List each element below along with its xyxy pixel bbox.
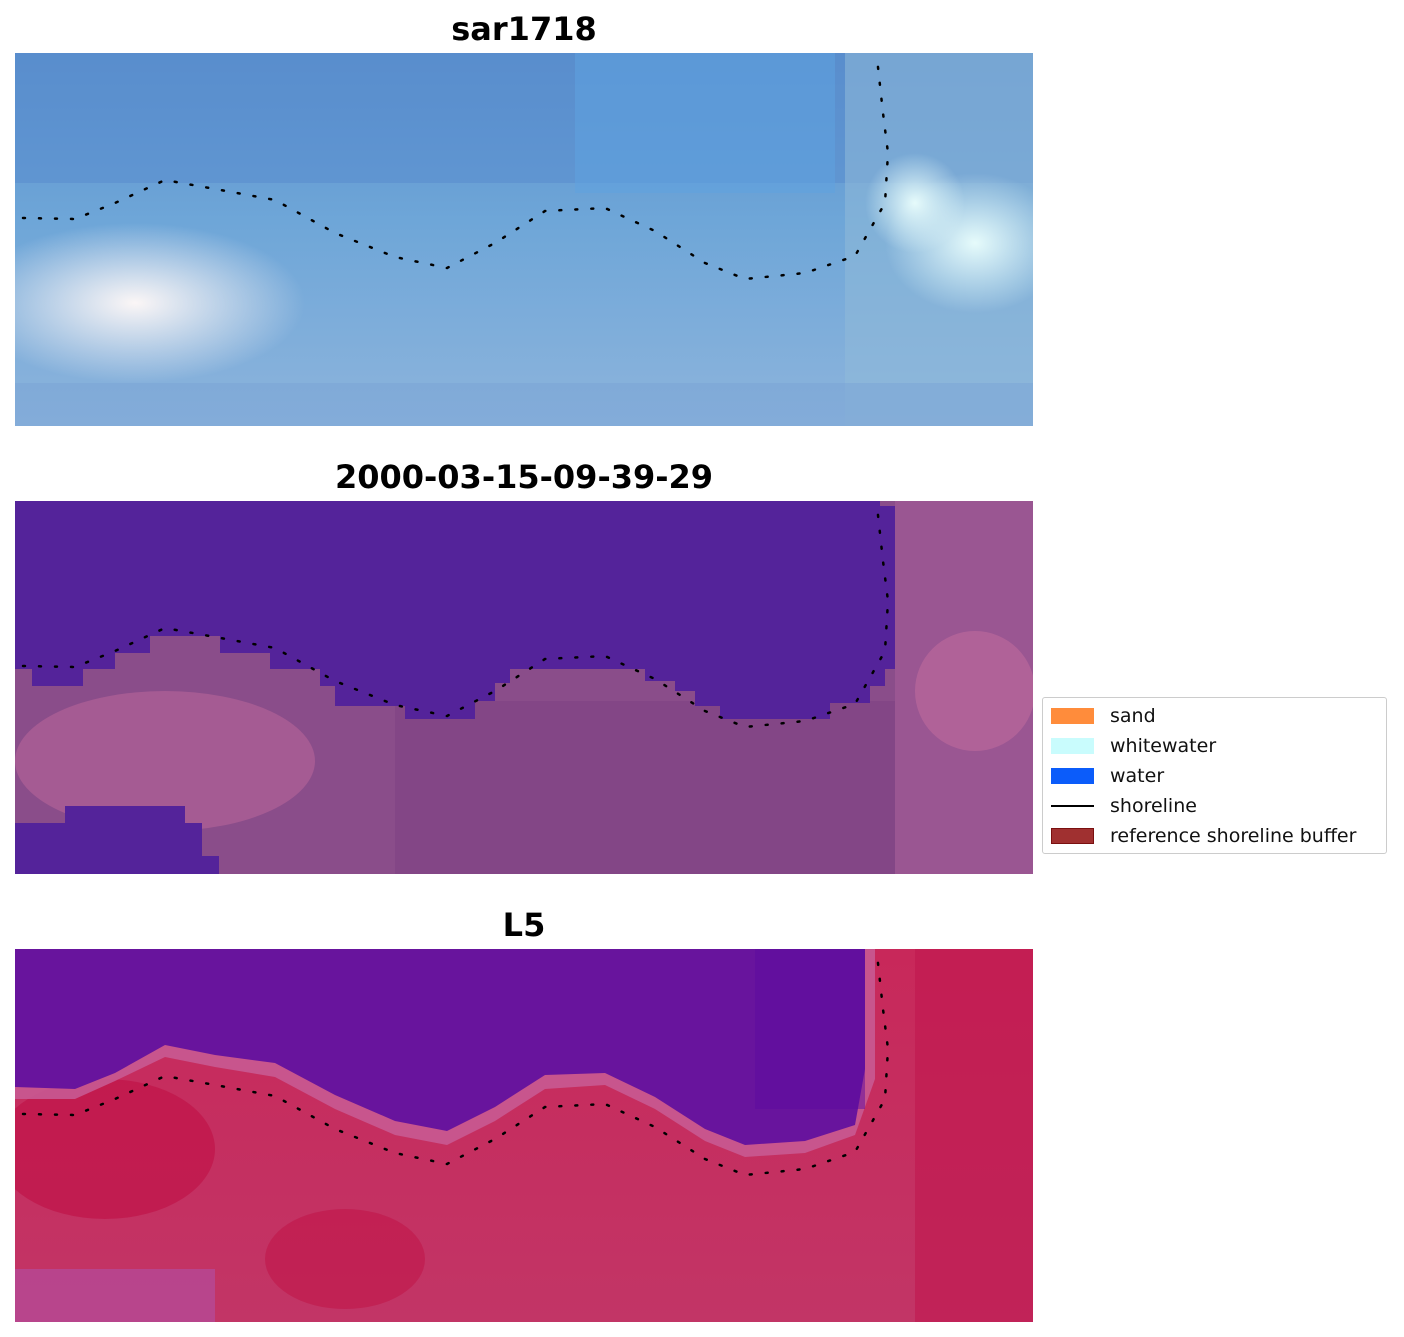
legend-item-water: water (1051, 765, 1164, 787)
index-image (15, 949, 1033, 1322)
panel-title-sar1718: sar1718 (451, 10, 597, 48)
water-swatch (1051, 768, 1094, 784)
image-panel-index (15, 949, 1033, 1322)
sand-swatch (1051, 708, 1094, 724)
legend-item-whitewater: whitewater (1051, 735, 1216, 757)
legend-label: reference shoreline buffer (1110, 825, 1357, 847)
legend-label: sand (1110, 705, 1156, 727)
classified-image (15, 501, 1033, 874)
legend-label: whitewater (1110, 735, 1217, 757)
image-panel-classified (15, 501, 1033, 874)
panel-title-l5: L5 (502, 906, 546, 944)
whitewater-swatch (1051, 738, 1094, 754)
shoreline-dots (21, 56, 890, 281)
shoreline-dots (21, 504, 890, 729)
shoreline-swatch (1051, 798, 1094, 814)
legend-item-sand: sand (1051, 705, 1156, 727)
image-panel-rgb (15, 53, 1033, 426)
legend-item-shoreline: shoreline (1051, 795, 1197, 817)
rgb-image (15, 53, 1033, 426)
reference-buffer-swatch (1051, 828, 1094, 844)
legend-label: water (1110, 765, 1165, 787)
legend-label: shoreline (1110, 795, 1197, 817)
shoreline-dots (21, 952, 890, 1177)
panel-title-date: 2000-03-15-09-39-29 (334, 458, 714, 496)
legend: sand whitewater water shoreline referenc… (1042, 697, 1387, 854)
legend-item-reference-buffer: reference shoreline buffer (1051, 825, 1356, 847)
